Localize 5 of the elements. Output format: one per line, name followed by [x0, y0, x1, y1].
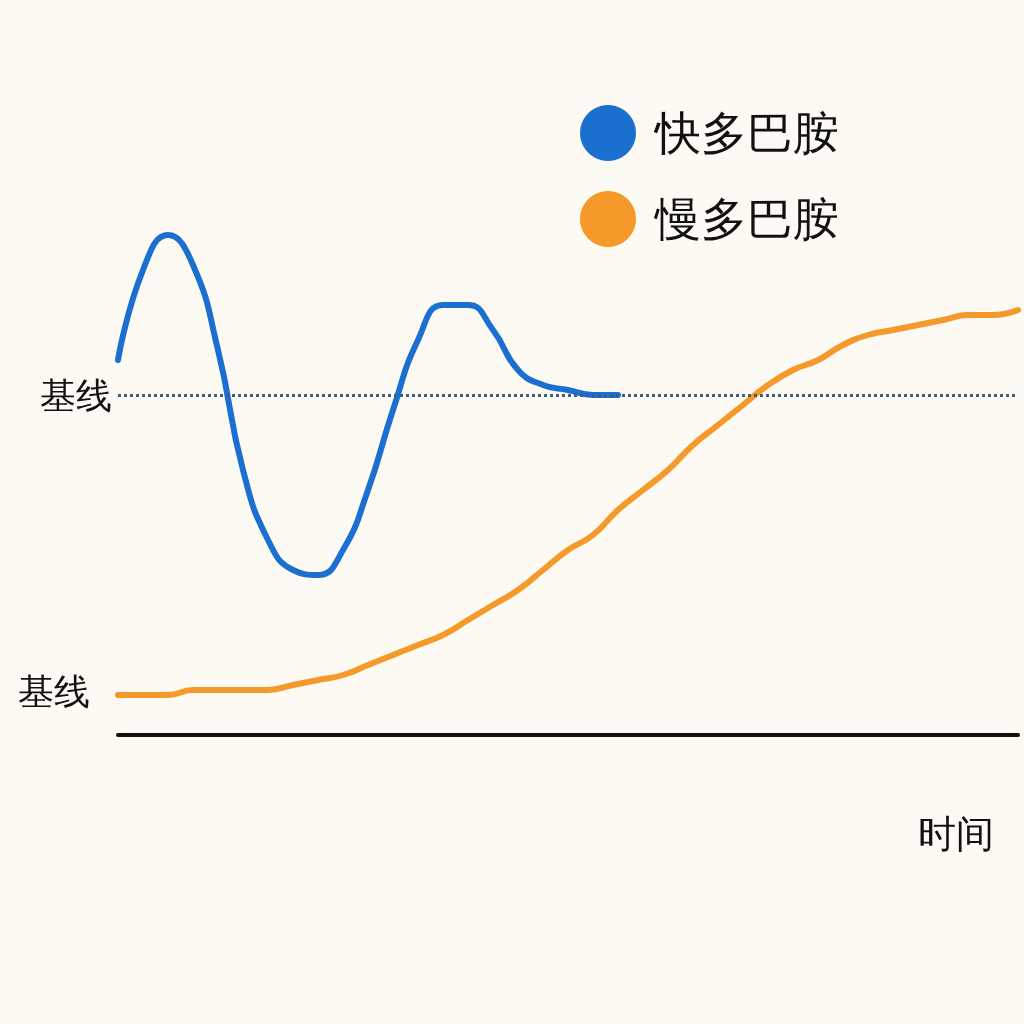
legend-label: 快多巴胺 — [653, 106, 839, 160]
x-axis-title: 时间 — [918, 812, 994, 856]
ref-line-label: 基线 — [40, 374, 112, 416]
text: 基线 — [18, 670, 90, 712]
legend-label: 慢多巴胺 — [653, 192, 839, 246]
